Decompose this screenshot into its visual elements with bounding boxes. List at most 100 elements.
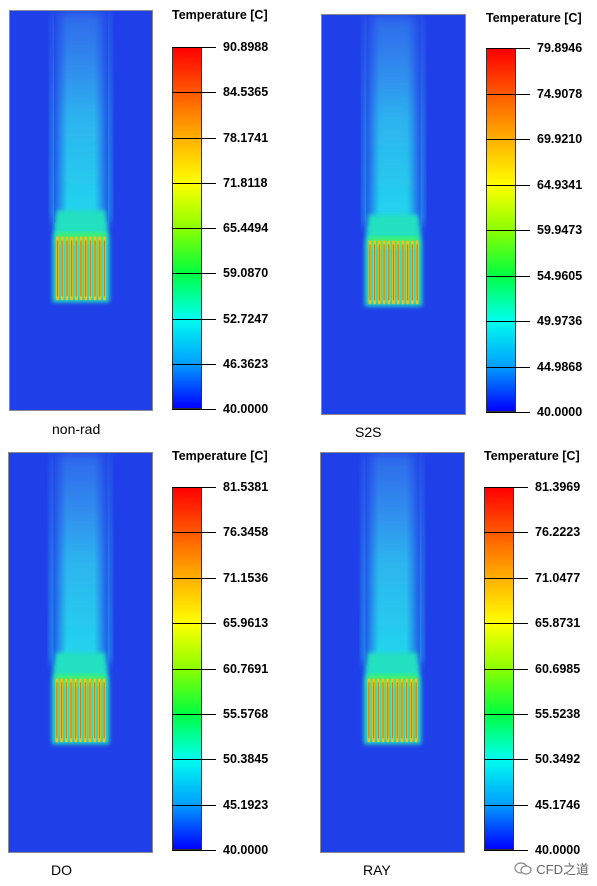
panel-label: DO	[51, 862, 72, 878]
fin-core	[410, 682, 412, 739]
colorbar-tick-label: 81.5381	[223, 480, 269, 494]
colorbar-tick	[172, 805, 216, 806]
heat-sink-fins	[56, 236, 106, 301]
colorbar-tick-label: 90.8988	[223, 40, 269, 54]
colorbar-tick	[484, 759, 528, 760]
fin-core	[94, 240, 96, 297]
temperature-field	[322, 15, 465, 414]
temperature-field	[321, 453, 464, 852]
fin-core	[85, 240, 87, 297]
field-frame	[321, 14, 466, 415]
colorbar-tick	[172, 364, 216, 365]
colorbar-tick	[172, 409, 216, 410]
colorbar-tick	[172, 92, 216, 93]
panel-label: S2S	[355, 424, 382, 440]
fin-core	[401, 682, 403, 739]
heat-sink-fins	[368, 240, 419, 305]
watermark: CFD之道	[514, 859, 589, 878]
colorbar-tick-label: 40.0000	[537, 405, 583, 419]
fin-core	[391, 682, 394, 739]
heat-sink-fins	[367, 678, 418, 743]
colorbar-tick-label: 65.4494	[223, 221, 269, 235]
field-frame	[320, 452, 465, 853]
colorbar-tick	[172, 578, 216, 579]
colorbar-tick-label: 60.7691	[223, 662, 269, 676]
colorbar-tick	[484, 487, 528, 488]
fin-core	[99, 240, 101, 297]
fin-core	[75, 240, 77, 297]
fin-core	[79, 682, 82, 739]
colorbar-tick	[484, 532, 528, 533]
panel-label: non-rad	[52, 421, 101, 437]
fin-core	[80, 240, 82, 297]
fin-core	[75, 682, 77, 739]
colorbar-tick	[172, 669, 216, 670]
watermark-text: CFD之道	[536, 862, 589, 877]
colorbar-tick-label: 71.0477	[535, 571, 581, 585]
colorbar-tick	[486, 367, 530, 368]
fin-core	[387, 682, 389, 739]
colorbar-tick-label: 45.1746	[535, 798, 581, 812]
colorbar-tick	[486, 185, 530, 186]
fin-core	[411, 244, 413, 301]
fin-core	[416, 244, 418, 301]
fin-core	[407, 244, 409, 301]
colorbar-tick	[486, 230, 530, 231]
colorbar-tick-label: 55.5768	[223, 707, 269, 721]
colorbar-tick	[172, 623, 216, 624]
colorbar-tick	[172, 532, 216, 533]
fin-core	[383, 244, 385, 301]
fin-core	[368, 682, 370, 739]
fin-core	[84, 682, 86, 739]
colorbar	[484, 487, 514, 850]
temperature-field	[10, 11, 152, 410]
fin-core	[415, 682, 417, 739]
colorbar-tick-label: 40.0000	[223, 843, 269, 857]
colorbar-tick-label: 71.1536	[223, 571, 269, 585]
colorbar-title: Temperature [C]	[484, 449, 580, 463]
field-frame	[9, 10, 153, 411]
fin-core	[406, 682, 408, 739]
fin-core	[56, 240, 59, 297]
colorbar-tick	[172, 714, 216, 715]
panel-label: RAY	[363, 862, 391, 878]
colorbar-tick-label: 50.3492	[535, 752, 581, 766]
colorbar-tick-label: 49.9736	[537, 314, 583, 328]
heat-sink-fins	[55, 678, 106, 743]
colorbar-tick-label: 60.6985	[535, 662, 581, 676]
fin-core	[89, 682, 91, 739]
colorbar-tick-label: 81.3969	[535, 480, 581, 494]
fin-core	[65, 682, 67, 739]
fin-core	[89, 240, 91, 297]
colorbar-tick-label: 46.3623	[223, 357, 269, 371]
fin-core	[98, 682, 100, 739]
fin-core	[402, 244, 404, 301]
fin-core	[374, 244, 376, 301]
colorbar-tick	[172, 850, 216, 851]
fin-core	[61, 240, 63, 297]
colorbar-tick-label: 55.5238	[535, 707, 581, 721]
colorbar-tick-label: 45.1923	[223, 798, 269, 812]
fin-core	[373, 682, 375, 739]
colorbar-title: Temperature [C]	[172, 8, 268, 22]
colorbar-tick	[172, 228, 216, 229]
colorbar-tick	[484, 669, 528, 670]
colorbar-tick	[484, 578, 528, 579]
fin-core	[396, 682, 398, 739]
colorbar-tick-label: 50.3845	[223, 752, 269, 766]
colorbar-tick	[486, 412, 530, 413]
colorbar-tick	[486, 321, 530, 322]
fin-core	[103, 240, 106, 297]
fin-core	[397, 244, 399, 301]
fin-core	[382, 682, 384, 739]
colorbar-tick	[486, 276, 530, 277]
colorbar-tick-label: 44.9868	[537, 360, 583, 374]
colorbar-tick-label: 40.0000	[535, 843, 581, 857]
colorbar-tick	[172, 319, 216, 320]
colorbar	[172, 487, 202, 850]
colorbar-tick	[486, 94, 530, 95]
colorbar-title: Temperature [C]	[486, 11, 582, 25]
colorbar-tick	[484, 714, 528, 715]
colorbar-tick-label: 84.5365	[223, 85, 269, 99]
fin-core	[392, 244, 395, 301]
